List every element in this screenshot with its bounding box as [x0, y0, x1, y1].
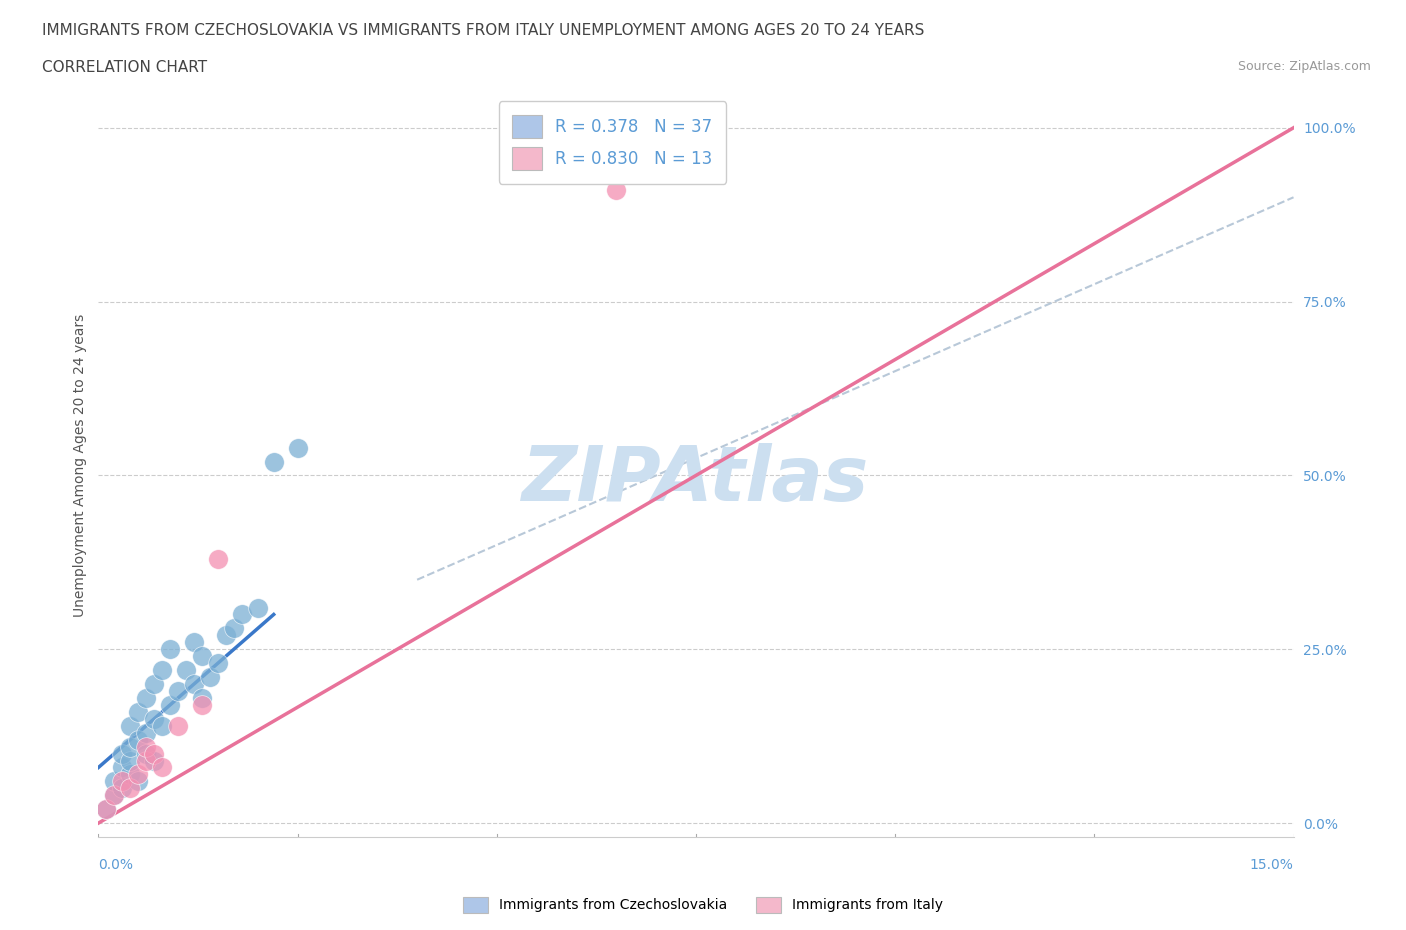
Point [111, 760, 134, 775]
Point [103, 788, 125, 803]
Point [143, 746, 166, 761]
Point [111, 746, 134, 761]
Point [207, 551, 229, 566]
Point [120, 718, 142, 733]
Point [143, 711, 166, 726]
Point [120, 781, 142, 796]
Legend: R = 0.378   N = 37, R = 0.830   N = 13: R = 0.378 N = 37, R = 0.830 N = 13 [499, 101, 725, 183]
Point [96, 802, 118, 817]
Point [127, 774, 149, 789]
Point [159, 698, 181, 712]
Point [103, 774, 125, 789]
Point [111, 774, 134, 789]
Point [127, 767, 149, 782]
Point [127, 732, 149, 747]
Point [198, 670, 221, 684]
Point [150, 760, 173, 775]
Point [246, 600, 269, 615]
Point [159, 642, 181, 657]
Point [231, 607, 253, 622]
Point [111, 781, 134, 796]
Text: 15.0%: 15.0% [1250, 857, 1294, 871]
Point [150, 663, 173, 678]
Point [174, 663, 197, 678]
Point [96, 802, 118, 817]
Legend: Immigrants from Czechoslovakia, Immigrants from Italy: Immigrants from Czechoslovakia, Immigran… [458, 891, 948, 919]
Point [143, 677, 166, 692]
Point [222, 621, 245, 636]
Point [120, 739, 142, 754]
Text: ZIPAtlas: ZIPAtlas [522, 443, 870, 517]
Text: CORRELATION CHART: CORRELATION CHART [42, 60, 207, 75]
Point [191, 698, 214, 712]
Point [191, 690, 214, 705]
Text: 0.0%: 0.0% [98, 857, 134, 871]
Point [605, 183, 627, 198]
Point [183, 677, 205, 692]
Text: IMMIGRANTS FROM CZECHOSLOVAKIA VS IMMIGRANTS FROM ITALY UNEMPLOYMENT AMONG AGES : IMMIGRANTS FROM CZECHOSLOVAKIA VS IMMIGR… [42, 23, 925, 38]
Point [135, 746, 157, 761]
Point [167, 684, 190, 698]
Point [120, 753, 142, 768]
Point [150, 718, 173, 733]
Point [191, 649, 214, 664]
Point [103, 788, 125, 803]
Point [207, 656, 229, 671]
Point [287, 440, 309, 455]
Point [215, 628, 238, 643]
Point [183, 635, 205, 650]
Point [127, 704, 149, 719]
Point [135, 753, 157, 768]
Point [135, 690, 157, 705]
Text: Source: ZipAtlas.com: Source: ZipAtlas.com [1237, 60, 1371, 73]
Point [135, 739, 157, 754]
Point [167, 718, 190, 733]
Y-axis label: Unemployment Among Ages 20 to 24 years: Unemployment Among Ages 20 to 24 years [73, 313, 87, 617]
Point [135, 725, 157, 740]
Point [120, 767, 142, 782]
Point [263, 454, 285, 469]
Point [143, 753, 166, 768]
